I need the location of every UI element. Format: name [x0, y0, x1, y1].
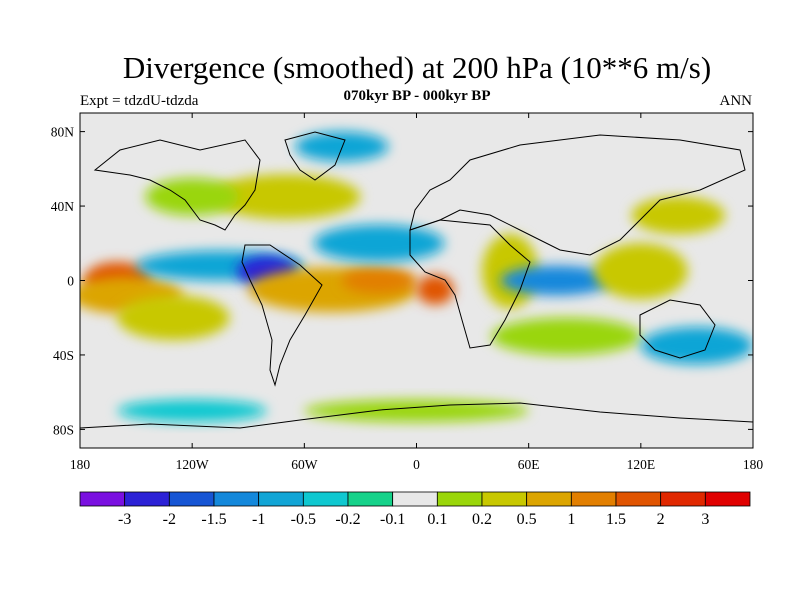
- divergence-field: [80, 131, 753, 422]
- x-tick-label: 60W: [291, 457, 318, 472]
- colorbar-label: 0.2: [472, 511, 492, 528]
- colorbar-label: -0.1: [380, 511, 405, 528]
- colorbar-label: -1.5: [201, 511, 226, 528]
- colorbar-swatch: [660, 491, 706, 507]
- coastlines: [80, 131, 753, 429]
- colorbar-label: -3: [118, 511, 131, 528]
- divergence-region-8: [313, 224, 445, 262]
- y-tick-label: 80N: [51, 125, 75, 140]
- colorbar-label: -0.2: [335, 511, 360, 528]
- colorbar-label: 1: [567, 511, 575, 528]
- colorbar-swatch: [124, 491, 170, 507]
- divergence-region-14: [594, 243, 688, 300]
- divergence-region-18: [304, 399, 529, 422]
- time-period-label: 070kyr BP - 000kyr BP: [343, 88, 491, 104]
- y-tick-label: 80S: [53, 422, 74, 437]
- y-tick-label: 40N: [51, 199, 75, 214]
- colorbar-label: -2: [163, 511, 176, 528]
- colorbar-swatch: [526, 491, 572, 507]
- chart-title: Divergence (smoothed) at 200 hPa (10**6 …: [122, 50, 712, 85]
- coastline-europe-asia: [409, 134, 746, 256]
- divergence-region-16: [491, 317, 641, 355]
- divergence-region-6: [341, 267, 417, 294]
- colorbar-swatch: [704, 491, 751, 507]
- colorbar-label: -0.5: [291, 511, 316, 528]
- divergence-region-11: [294, 131, 389, 162]
- coastline-north-america: [93, 139, 261, 231]
- coastline-greenland: [284, 131, 346, 181]
- x-axis: 180 120W 60W 0 60E 120E 180: [70, 113, 764, 472]
- x-tick-label: 120W: [176, 457, 209, 472]
- colorbar-swatch: [615, 491, 662, 507]
- colorbar-label: -1: [252, 511, 265, 528]
- colorbar-swatch: [258, 491, 304, 507]
- colorbar-swatch: [79, 491, 126, 507]
- y-tick-label: 0: [67, 274, 74, 289]
- coastline-south-america: [241, 244, 323, 387]
- colorbar-swatch: [302, 491, 349, 507]
- y-tick-label: 40S: [53, 348, 74, 363]
- divergence-region-7: [416, 274, 454, 305]
- colorbar-label: 1.5: [606, 511, 626, 528]
- x-tick-label: 180: [743, 457, 764, 472]
- colorbar-swatch: [347, 491, 394, 507]
- colorbar-swatch: [213, 491, 260, 507]
- divergence-region-19: [117, 399, 267, 422]
- colorbar-label: 0.5: [517, 511, 537, 528]
- coastline-australia: [639, 299, 716, 359]
- colorbar-label: 2: [657, 511, 665, 528]
- y-axis: 80N 40N 0 40S 80S: [51, 125, 753, 437]
- colorbar: -3 -2 -1.5 -1 -0.5 -0.2 -0.1 0.1 0.2 0.5 1 1.5 2 3: [79, 491, 751, 528]
- experiment-label: Expt = tdzdU-tdzda: [80, 93, 199, 109]
- divergence-region-9: [210, 174, 361, 220]
- divergence-region-15: [631, 196, 725, 234]
- coastline-antarctica: [80, 402, 753, 429]
- divergence-region-13: [500, 265, 613, 296]
- colorbar-label: 0.1: [427, 511, 447, 528]
- season-label: ANN: [719, 93, 753, 109]
- colorbar-label: 3: [701, 511, 709, 528]
- colorbar-swatch: [392, 491, 438, 507]
- divergence-region-17: [640, 327, 753, 365]
- x-tick-label: 0: [413, 457, 420, 472]
- colorbar-swatch: [570, 491, 617, 507]
- divergence-region-2: [117, 295, 230, 341]
- x-tick-label: 60E: [518, 457, 540, 472]
- x-tick-label: 180: [70, 457, 91, 472]
- coastline-africa: [409, 219, 531, 349]
- divergence-region-10: [145, 178, 239, 216]
- colorbar-swatch: [481, 491, 528, 507]
- colorbar-swatch: [168, 491, 215, 507]
- x-tick-label: 120E: [627, 457, 656, 472]
- colorbar-swatch: [436, 491, 483, 507]
